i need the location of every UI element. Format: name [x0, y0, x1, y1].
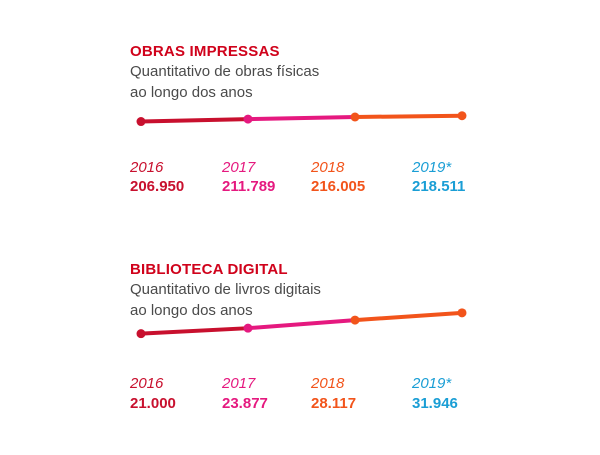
- value-label: 211.789: [222, 178, 276, 195]
- value-label: 28.117: [311, 395, 357, 412]
- digital-library-panel: BIBLIOTECA DIGITAL Quantitativo de livro…: [0, 227, 600, 455]
- value-label: 218.511: [412, 178, 466, 195]
- year-label: 2019*: [412, 375, 452, 392]
- data-point: [350, 315, 360, 325]
- year-label: 2018: [311, 159, 345, 176]
- series-segment: [246, 114, 357, 122]
- series-segment: [353, 310, 464, 323]
- value-label: 216.005: [311, 178, 366, 195]
- data-point: [457, 111, 467, 121]
- series-segment: [139, 117, 250, 124]
- year-label: 2017: [222, 375, 256, 392]
- data-point: [243, 323, 253, 333]
- subtitle-line: Quantitativo de obras físicas: [130, 63, 320, 80]
- year-label: 2016: [130, 375, 164, 392]
- year-label: 2017: [222, 159, 256, 176]
- data-point: [243, 114, 253, 124]
- year-label: 2018: [311, 375, 345, 392]
- chart-subtitle: Quantitativo de livros digitais ao longo…: [130, 279, 321, 321]
- year-label: 2019*: [412, 159, 452, 176]
- series-segment: [353, 113, 464, 119]
- value-label: 23.877: [222, 395, 268, 412]
- year-label: 2016: [130, 159, 164, 176]
- chart-title: OBRAS IMPRESSAS: [130, 43, 280, 60]
- subtitle-line: Quantitativo de livros digitais: [130, 281, 321, 298]
- value-label: 31.946: [412, 395, 458, 412]
- data-point: [457, 308, 467, 318]
- series-segment: [246, 318, 357, 331]
- data-point: [350, 112, 360, 122]
- value-label: 21.000: [130, 395, 176, 412]
- subtitle-line: ao longo dos anos: [130, 302, 253, 319]
- data-point: [136, 329, 146, 339]
- printed-works-panel: OBRAS IMPRESSAS Quantitativo de obras fí…: [0, 0, 600, 227]
- series-segment: [139, 326, 250, 336]
- chart-title: BIBLIOTECA DIGITAL: [130, 261, 288, 278]
- line-chart: [136, 111, 467, 127]
- subtitle-line: ao longo dos anos: [130, 84, 253, 101]
- chart-subtitle: Quantitativo de obras físicas ao longo d…: [130, 61, 319, 103]
- line-chart: [136, 308, 467, 339]
- data-point: [136, 117, 146, 127]
- value-label: 206.950: [130, 178, 185, 195]
